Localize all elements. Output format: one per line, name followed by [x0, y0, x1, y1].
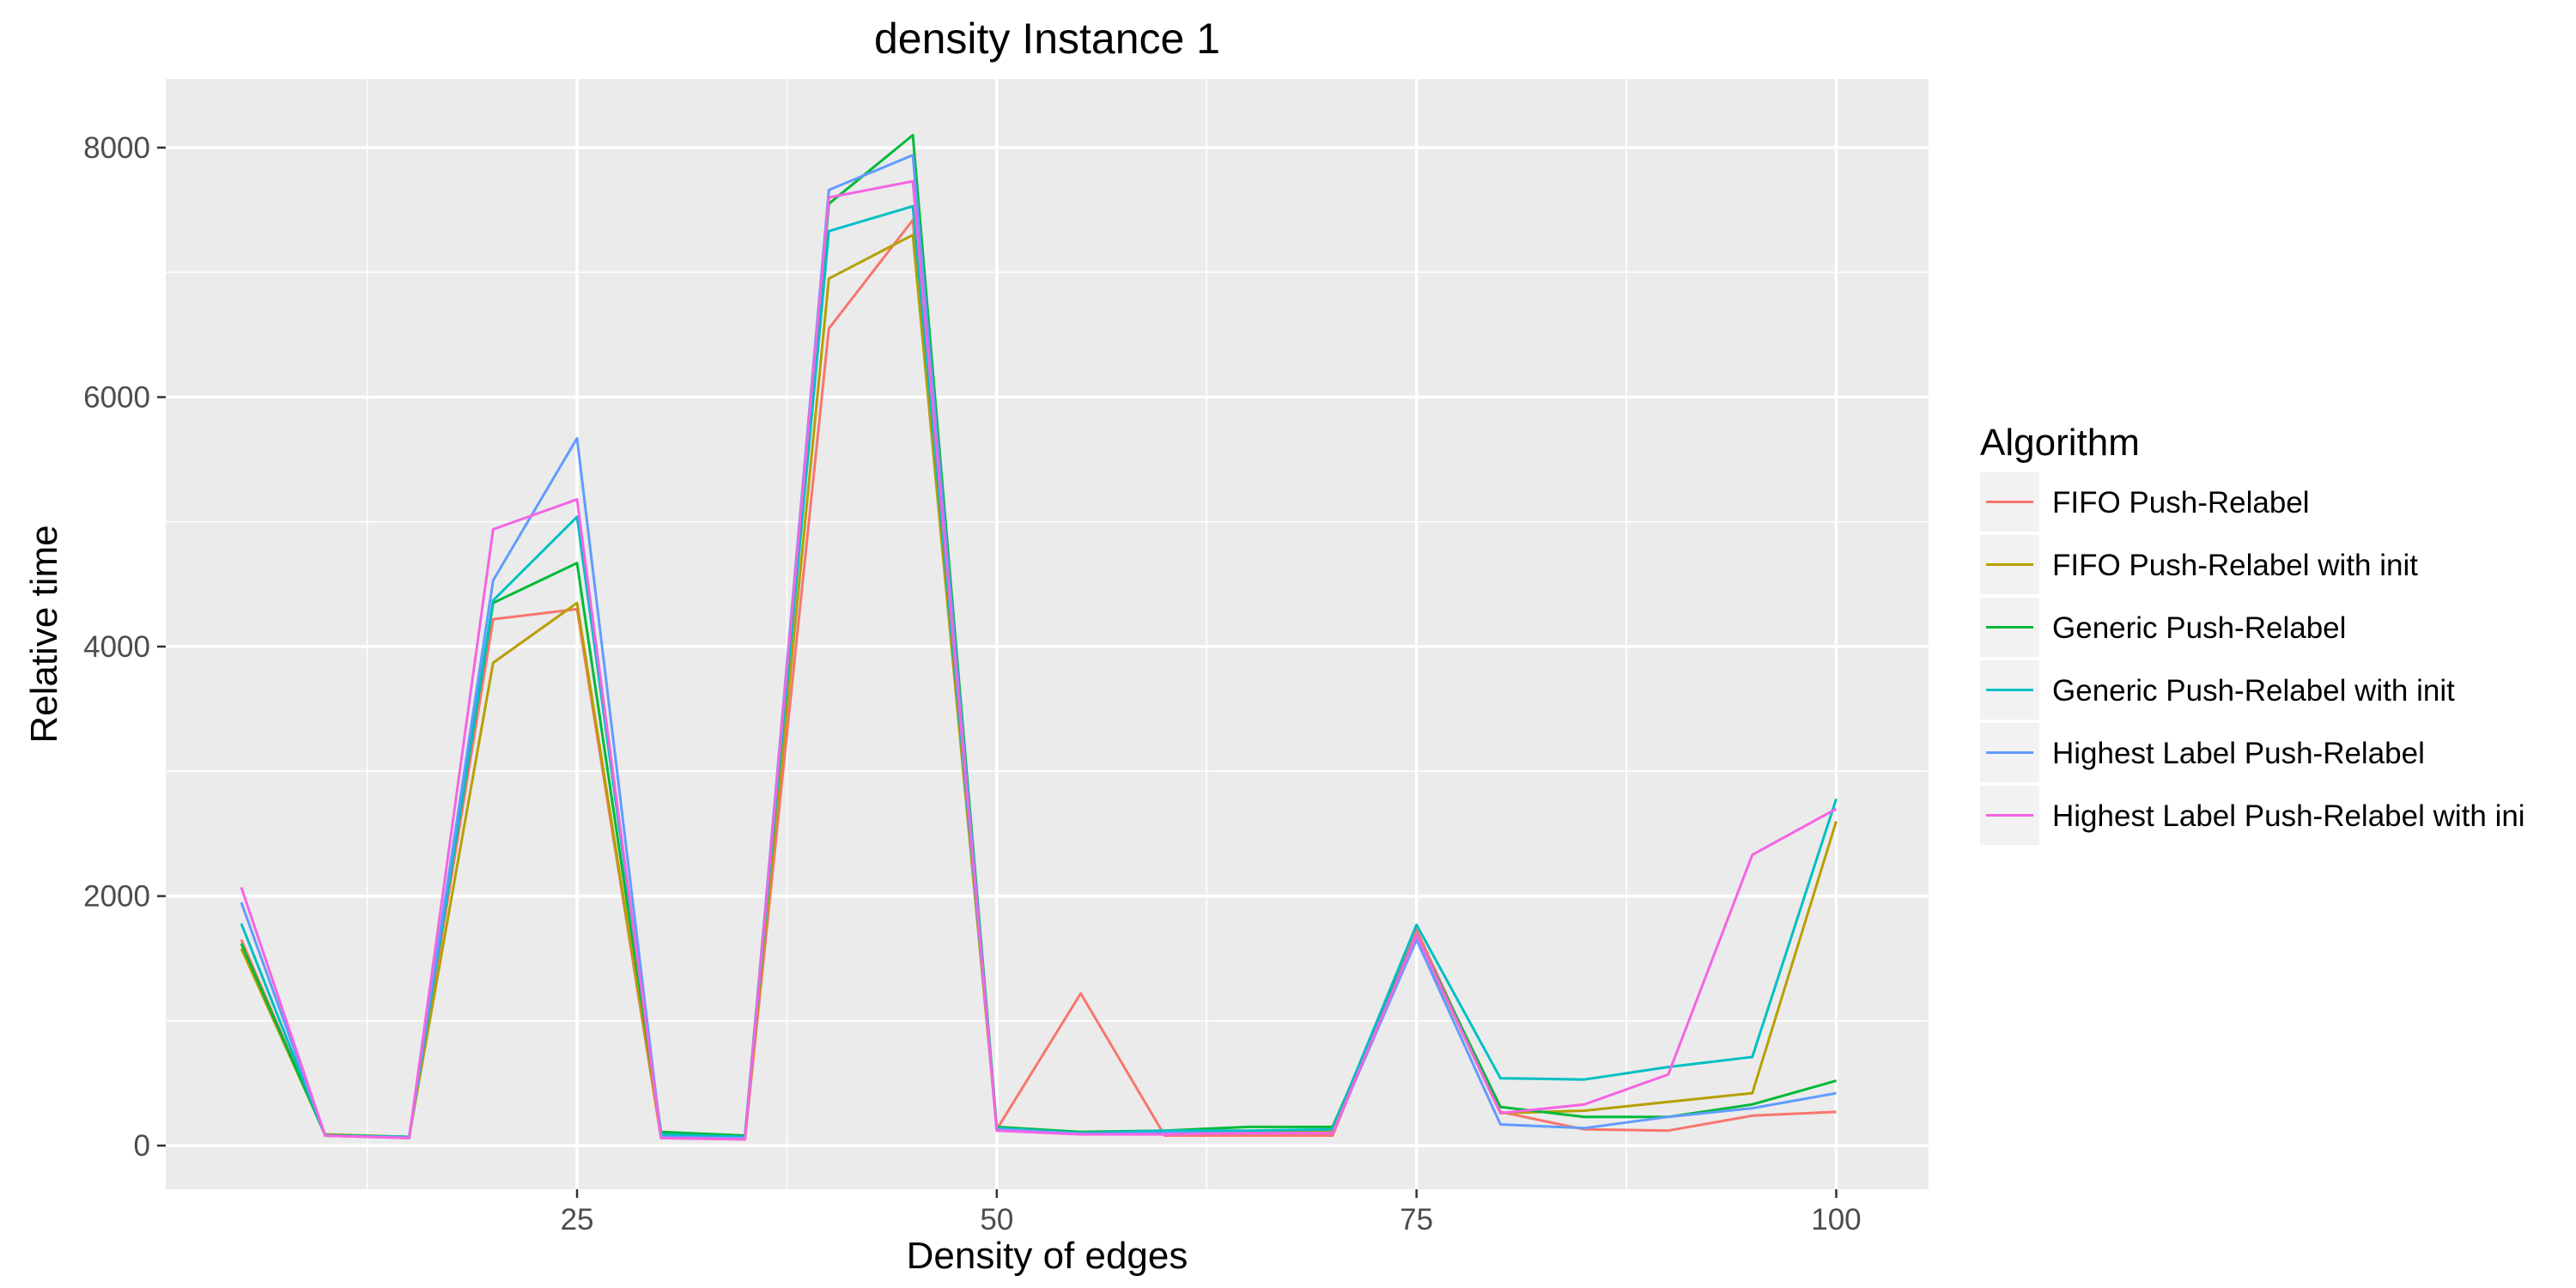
- y-tick-label: 0: [134, 1129, 150, 1163]
- legend-title: Algorithm: [1980, 422, 2140, 464]
- legend-label: Highest Label Push-Relabel with ini: [2052, 799, 2525, 833]
- legend-label: Generic Push-Relabel with init: [2052, 674, 2455, 708]
- x-tick-label: 100: [1811, 1203, 1861, 1236]
- x-axis-ticks: 25 50 75 100: [561, 1189, 1862, 1236]
- major-gridlines: [166, 79, 1929, 1189]
- legend-item: Highest Label Push-Relabel: [1980, 723, 2425, 782]
- legend-item: Generic Push-Relabel with init: [1980, 660, 2455, 720]
- x-axis-title: Density of edges: [907, 1235, 1188, 1277]
- plot-panel: [166, 79, 1929, 1189]
- legend-item: FIFO Push-Relabel with init: [1980, 535, 2418, 594]
- legend-label: Highest Label Push-Relabel: [2052, 737, 2425, 770]
- y-tick-label: 6000: [83, 380, 150, 414]
- legend-label: Generic Push-Relabel: [2052, 611, 2346, 645]
- series-lines: [240, 133, 1838, 1141]
- y-tick-label: 8000: [83, 131, 150, 165]
- x-tick-label: 25: [561, 1203, 594, 1236]
- y-axis-ticks: 0 2000 4000 6000 8000: [83, 131, 166, 1163]
- y-tick-label: 2000: [83, 880, 150, 914]
- chart-title: density Instance 1: [874, 15, 1220, 63]
- x-tick-label: 75: [1400, 1203, 1433, 1236]
- legend-item: Generic Push-Relabel: [1980, 598, 2346, 657]
- legend-label: FIFO Push-Relabel with init: [2052, 549, 2418, 582]
- series-line: [240, 179, 1838, 1141]
- x-tick-label: 50: [980, 1203, 1013, 1236]
- y-tick-label: 4000: [83, 630, 150, 664]
- y-axis-title: Relative time: [23, 525, 65, 743]
- legend-item: FIFO Push-Relabel: [1980, 472, 2310, 532]
- legend-item: Highest Label Push-Relabel with ini: [1980, 786, 2525, 845]
- legend-items: FIFO Push-Relabel FIFO Push-Relabel with …: [1980, 472, 2525, 845]
- legend-label: FIFO Push-Relabel: [2052, 486, 2310, 519]
